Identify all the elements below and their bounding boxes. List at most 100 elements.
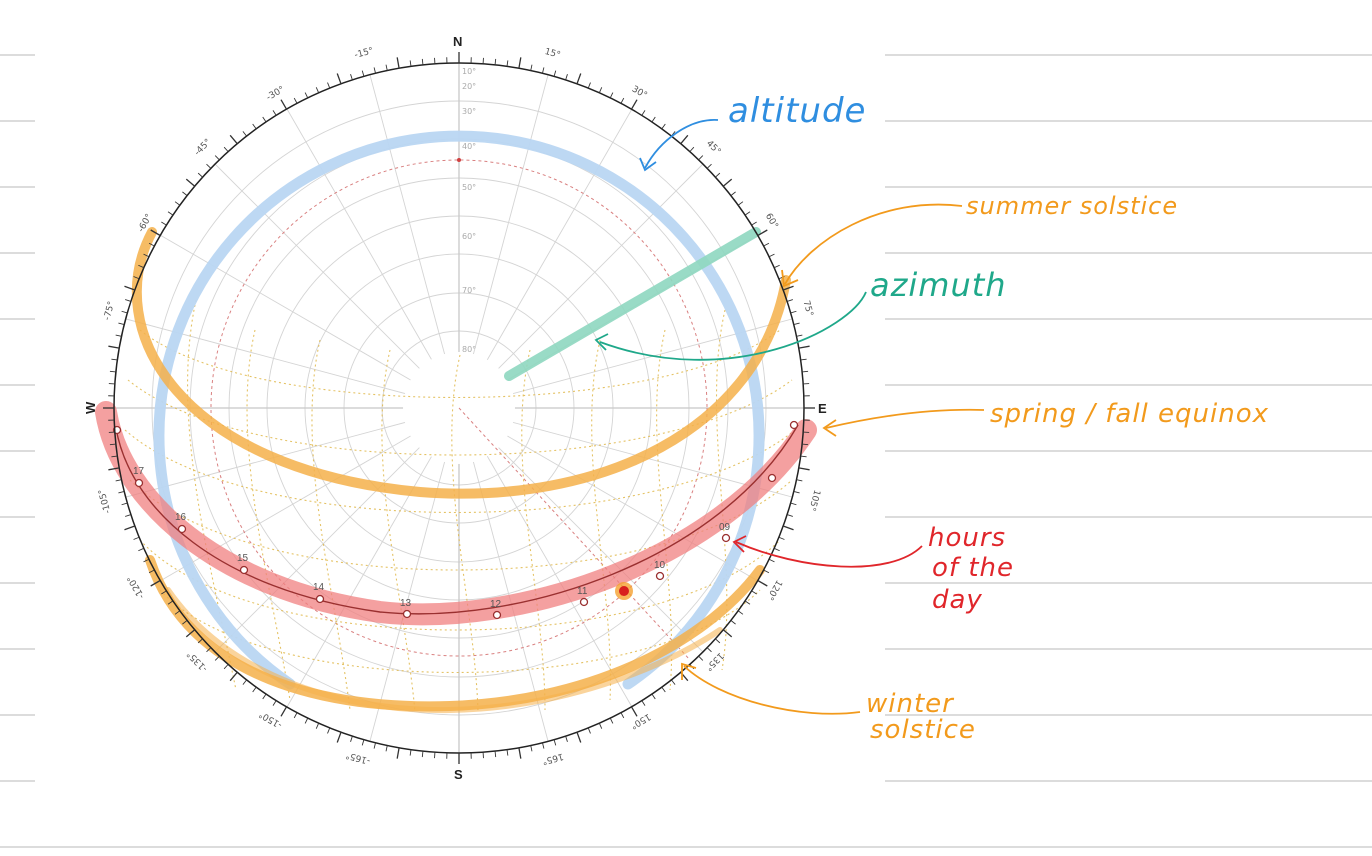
compass-tick bbox=[757, 229, 768, 237]
compass-tick bbox=[518, 747, 522, 759]
compass-tick bbox=[744, 211, 751, 216]
compass-tick bbox=[630, 706, 638, 717]
compass-tick bbox=[373, 67, 376, 74]
compass-tick bbox=[109, 443, 116, 446]
azimuth-label: azimuth bbox=[870, 266, 1007, 304]
compass-tick bbox=[336, 731, 342, 743]
hour-label-13: 13 bbox=[400, 598, 412, 609]
compass-tick bbox=[197, 172, 203, 178]
alt-label-20: 20° bbox=[462, 82, 476, 91]
compass-tick bbox=[796, 334, 803, 337]
compass-tick bbox=[530, 64, 533, 71]
hour-label-14: 14 bbox=[313, 582, 325, 593]
winter-solstice-path bbox=[145, 555, 765, 712]
compass-tick bbox=[530, 745, 533, 752]
compass-tick bbox=[751, 221, 757, 226]
az-label-15: 15° bbox=[543, 47, 561, 61]
compass-tick bbox=[790, 502, 797, 506]
compass-tick bbox=[763, 242, 770, 247]
compass-tick bbox=[409, 749, 412, 756]
compass-tick bbox=[280, 99, 288, 110]
compass-tick bbox=[409, 60, 412, 67]
hour-label-12: 12 bbox=[490, 599, 502, 610]
compass-tick bbox=[115, 334, 122, 337]
az-label--15: -15° bbox=[353, 46, 374, 61]
compass-tick bbox=[111, 455, 118, 458]
compass-tick bbox=[361, 70, 365, 77]
compass-tick bbox=[542, 67, 545, 74]
compass-tick bbox=[542, 742, 545, 749]
hour-markers: 09 10 11 12 13 14 15 16 17 bbox=[112, 420, 799, 620]
hours-label-line2: of the bbox=[932, 553, 1014, 583]
alt-label-30: 30° bbox=[462, 107, 476, 116]
compass-tick bbox=[793, 491, 800, 494]
compass-tick bbox=[223, 664, 229, 670]
compass-tick bbox=[421, 58, 424, 65]
compass-tick bbox=[715, 638, 721, 644]
compass-tick bbox=[124, 525, 136, 531]
compass-tick bbox=[185, 178, 196, 187]
az-label-120: 120° bbox=[764, 578, 784, 602]
compass-tick bbox=[304, 717, 309, 724]
compass-tick bbox=[587, 727, 591, 734]
az-label-150: 150° bbox=[628, 711, 652, 731]
az-label-30: 30° bbox=[630, 84, 649, 101]
compass-tick bbox=[327, 727, 331, 734]
compass-tick bbox=[800, 358, 807, 361]
equinox-label: spring / fall equinox bbox=[990, 399, 1269, 429]
altitude-labels: 10° 20° 30° 40° 50° 60° 70° 80° bbox=[462, 67, 476, 354]
az-label-75: 75° bbox=[801, 300, 815, 318]
compass-tick bbox=[773, 264, 780, 269]
compass-tick bbox=[138, 264, 145, 269]
compass-tick bbox=[576, 73, 582, 85]
summer-solstice-arrow bbox=[784, 203, 963, 285]
compass-tick bbox=[185, 629, 196, 638]
hour-label-16: 16 bbox=[175, 512, 187, 523]
compass-tick bbox=[506, 60, 509, 67]
compass-tick bbox=[293, 97, 298, 104]
compass-tick bbox=[143, 558, 150, 563]
compass-tick bbox=[680, 134, 689, 145]
compass-tick bbox=[494, 58, 497, 65]
compass-tick bbox=[798, 345, 810, 349]
compass-tick bbox=[790, 310, 797, 314]
altitude-label: altitude bbox=[728, 91, 866, 131]
azimuth-arrow bbox=[599, 291, 867, 361]
hour-label-15: 15 bbox=[237, 553, 249, 564]
compass-tick bbox=[272, 110, 277, 116]
compass-tick bbox=[706, 163, 712, 169]
compass-tick bbox=[214, 155, 220, 161]
cardinal-south: S bbox=[454, 767, 463, 782]
az-label--75: -75° bbox=[103, 300, 118, 321]
compass-tick bbox=[118, 322, 125, 325]
compass-tick bbox=[620, 97, 625, 104]
compass-tick bbox=[565, 735, 568, 742]
compass-tick bbox=[336, 73, 342, 85]
sun-path-chart: 10° 20° 30° 40° 50° 60° 70° 80° bbox=[83, 34, 827, 782]
compass-tick bbox=[143, 253, 150, 258]
compass-tick bbox=[641, 110, 646, 116]
az-label--150: -150° bbox=[258, 708, 285, 729]
compass-tick bbox=[361, 739, 365, 746]
compass-tick bbox=[242, 679, 247, 685]
compass-tick bbox=[133, 536, 140, 540]
compass-tick bbox=[786, 299, 793, 302]
compass-tick bbox=[737, 610, 744, 615]
compass-tick bbox=[553, 739, 557, 746]
compass-tick bbox=[133, 276, 140, 280]
compass-tick bbox=[630, 99, 638, 110]
compass-tick bbox=[802, 370, 809, 373]
compass-tick bbox=[121, 310, 128, 314]
compass-tick bbox=[121, 502, 128, 506]
reference-azimuth-line bbox=[458, 407, 691, 661]
compass-tick bbox=[722, 629, 733, 638]
winter-solstice-label-line2: solstice bbox=[870, 715, 976, 745]
alt-label-60: 60° bbox=[462, 232, 476, 241]
compass-tick bbox=[125, 299, 132, 302]
compass-tick bbox=[109, 370, 116, 373]
compass-tick bbox=[148, 569, 155, 574]
altitude-arrow bbox=[644, 119, 719, 169]
compass-tick bbox=[108, 467, 120, 471]
compass-tick bbox=[262, 693, 267, 700]
